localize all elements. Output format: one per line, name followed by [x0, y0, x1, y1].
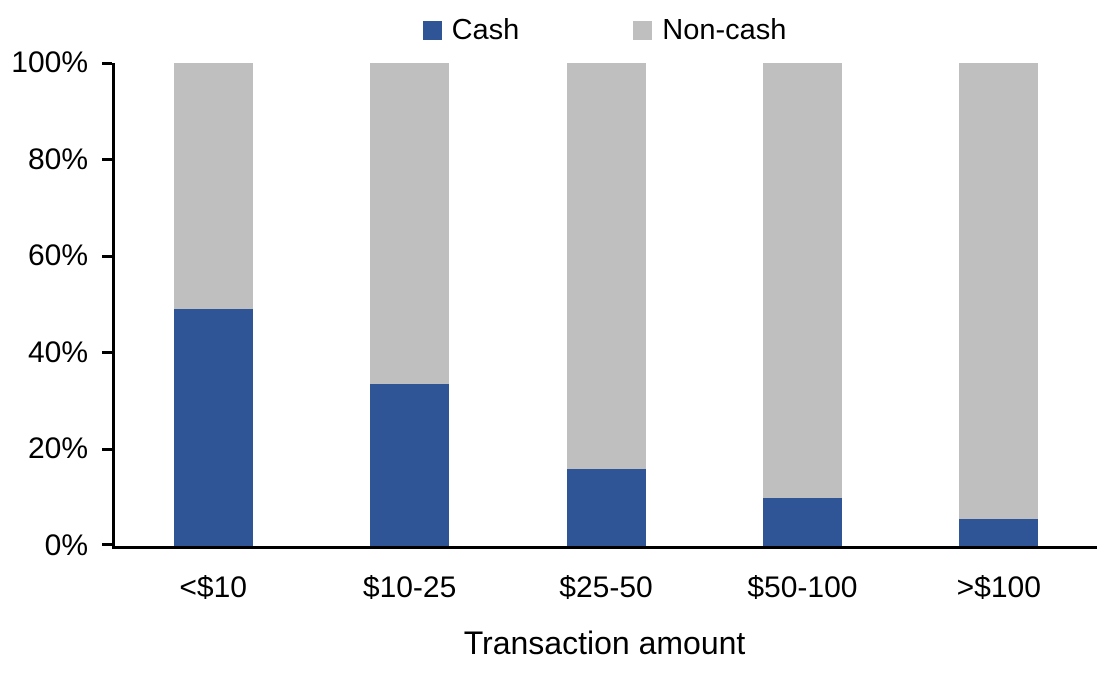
bar-segment-cash-10-25 — [370, 384, 450, 546]
legend-swatch-non-cash-icon — [633, 21, 653, 41]
y-axis-tick-mark — [102, 447, 112, 451]
legend-item-non-cash: Non-cash — [633, 14, 787, 47]
y-tick-label: 20% — [27, 432, 88, 466]
bar-segment-non-cash-25-50 — [566, 63, 646, 469]
y-tick-label: 80% — [27, 142, 88, 176]
y-axis-tick-mark — [102, 158, 112, 162]
y-axis-tick-mark — [102, 543, 112, 546]
y-axis-tick-mark — [102, 61, 112, 65]
bar-segment-cash-10 — [173, 309, 253, 546]
y-tick-label: 40% — [27, 335, 88, 369]
bar-segment-non-cash-10-25 — [370, 63, 450, 385]
y-axis-tick-mark — [102, 351, 112, 355]
y-tick-label: 60% — [27, 239, 88, 273]
bar-segment-cash-100 — [959, 519, 1039, 546]
bar-segment-non-cash-10 — [173, 63, 253, 310]
bar-segment-non-cash-50-100 — [762, 63, 842, 498]
legend-swatch-cash-icon — [422, 21, 442, 41]
legend: Cash Non-cash — [112, 14, 1097, 47]
legend-item-cash: Cash — [422, 14, 520, 47]
legend-label-non-cash: Non-cash — [662, 14, 787, 46]
y-tick-label: 0% — [44, 529, 88, 562]
x-tick-label: <$10 — [179, 571, 247, 604]
x-tick-label: >$100 — [956, 571, 1041, 604]
x-axis-title: Transaction amount — [463, 625, 746, 661]
bar-segment-non-cash-100 — [959, 63, 1039, 520]
bar-segment-cash-50-100 — [762, 497, 842, 546]
legend-label-cash: Cash — [451, 14, 520, 46]
x-tick-label: $50-100 — [747, 571, 858, 604]
plot-area — [102, 61, 1097, 549]
bar-segment-cash-25-50 — [566, 468, 646, 546]
x-tick-label: $25-50 — [559, 571, 653, 604]
y-axis-tick-mark — [102, 254, 112, 258]
x-tick-label: $10-25 — [362, 571, 457, 604]
y-tick-label: 100% — [11, 46, 88, 79]
